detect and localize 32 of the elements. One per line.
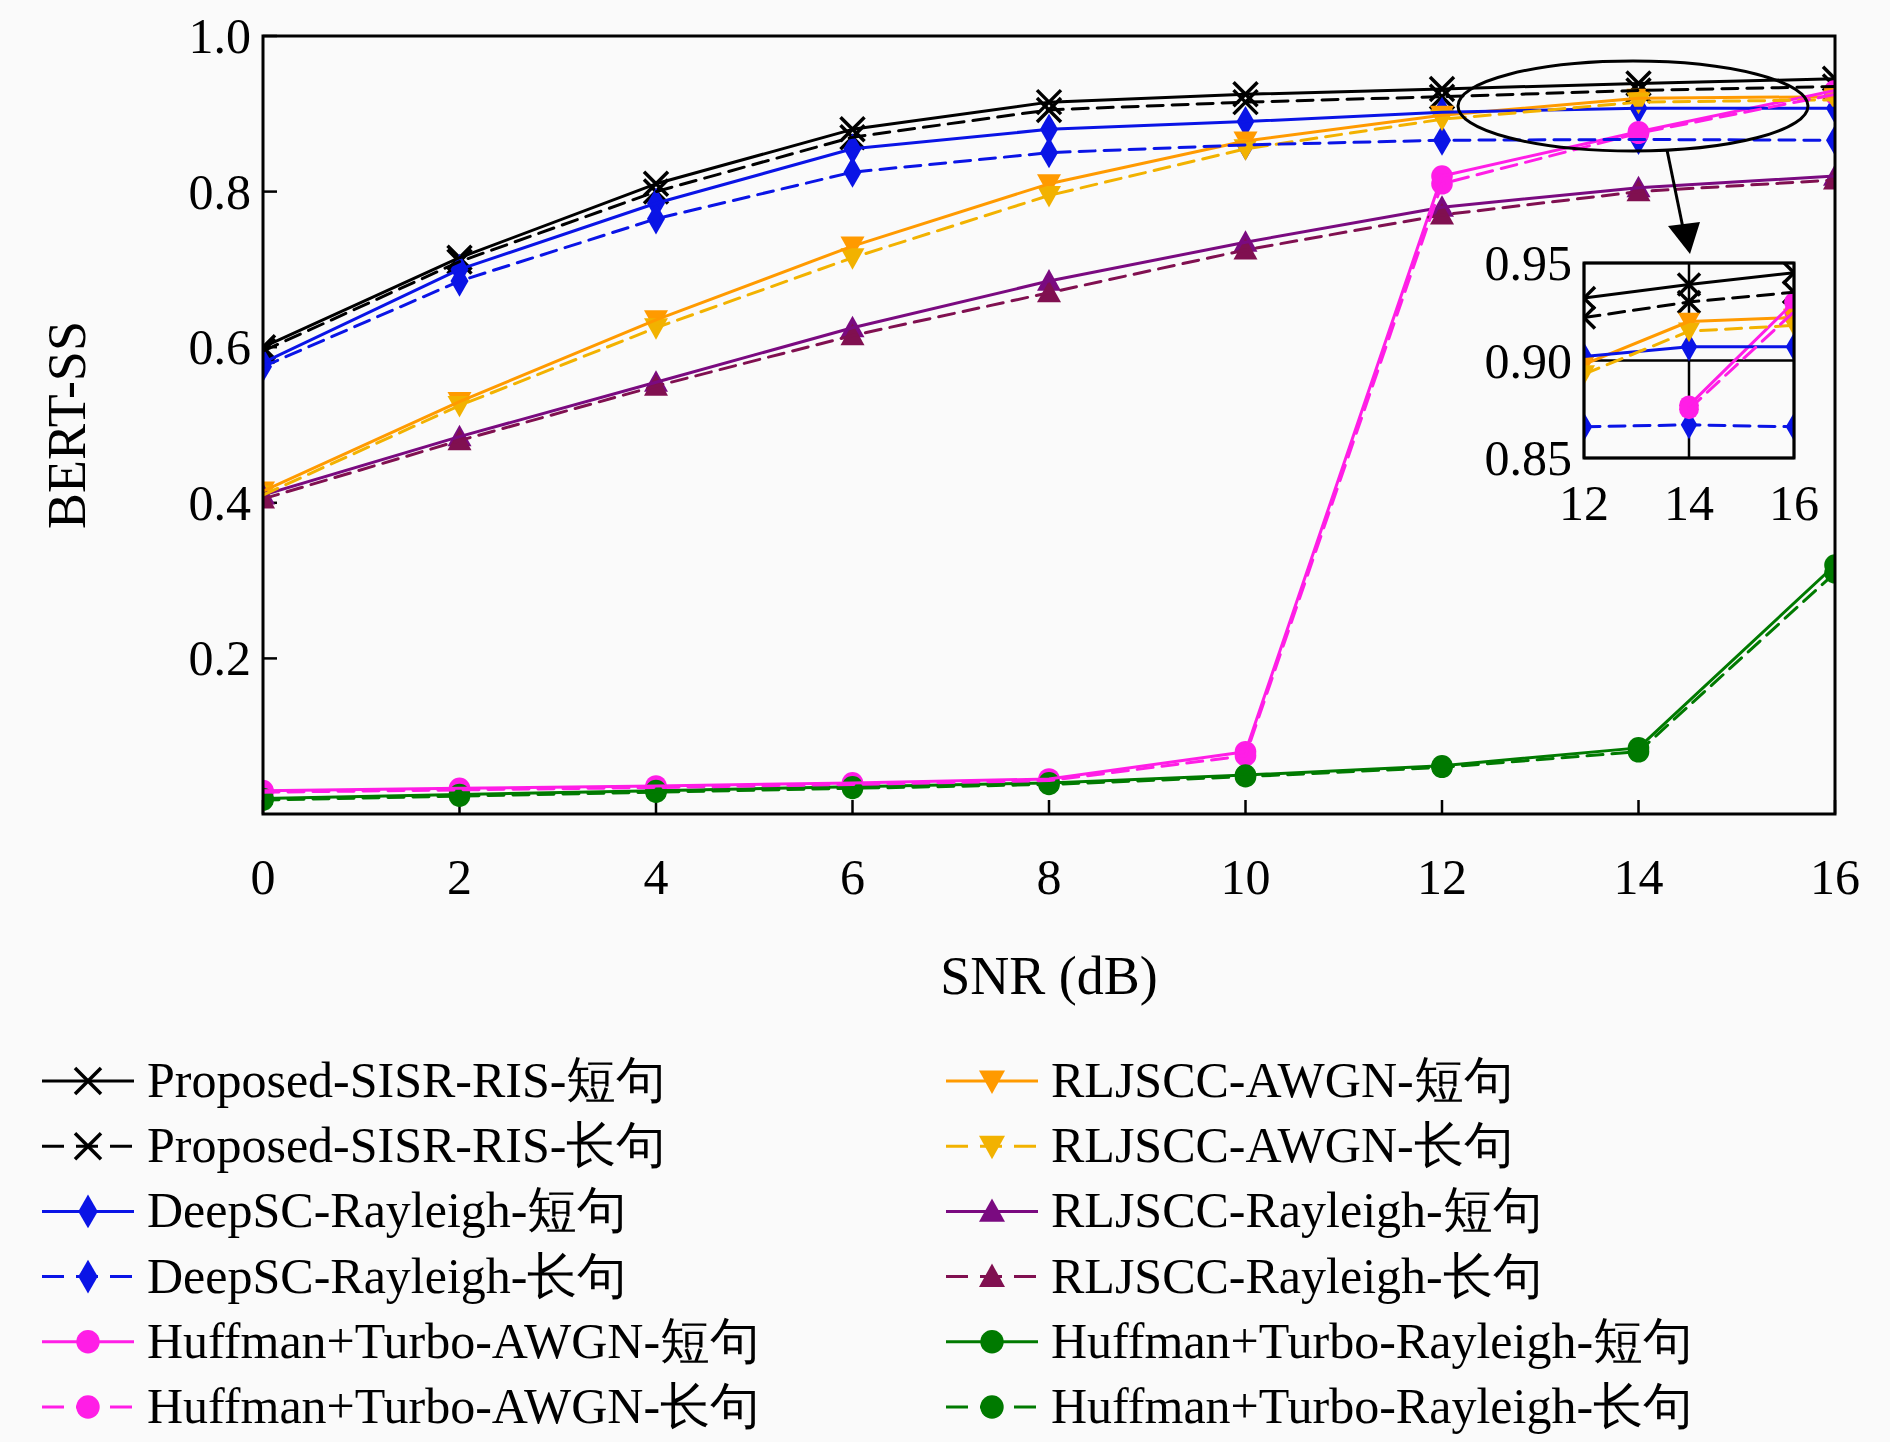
- y-tick-label: 0.90: [1484, 332, 1572, 389]
- x-tick-label: 0: [250, 849, 276, 905]
- legend-label: Proposed-SISR-RIS-长句: [147, 1117, 667, 1174]
- y-tick-label: 1.0: [188, 8, 251, 64]
- legend-label: RLJSCC-Rayleigh-短句: [1051, 1182, 1543, 1239]
- y-tick-label: 0.95: [1484, 235, 1572, 291]
- legend-label: RLJSCC-AWGN-长句: [1051, 1117, 1514, 1174]
- x-tick-label: 6: [840, 849, 865, 905]
- x-tick-label: 4: [643, 849, 669, 905]
- legend-label: Huffman+Turbo-AWGN-短句: [147, 1312, 761, 1369]
- legend-label: Proposed-SISR-RIS-短句: [147, 1052, 667, 1108]
- y-tick-label: 0.8: [188, 163, 251, 220]
- x-tick-label: 14: [1664, 475, 1714, 531]
- x-tick-label: 2: [447, 849, 472, 905]
- x-tick-label: 8: [1036, 849, 1062, 905]
- legend-label: Huffman+Turbo-Rayleigh-长句: [1051, 1378, 1694, 1434]
- y-axis-title: BERT-SS: [37, 321, 97, 529]
- x-tick-label: 16: [1769, 475, 1819, 531]
- x-tick-label: 10: [1220, 849, 1271, 905]
- legend-label: Huffman+Turbo-AWGN-长句: [147, 1378, 761, 1434]
- y-tick-label: 0.4: [188, 474, 251, 531]
- y-tick-label: 0.2: [188, 630, 251, 687]
- legend-label: DeepSC-Rayleigh-长句: [147, 1247, 628, 1304]
- legend-label: DeepSC-Rayleigh-短句: [147, 1182, 628, 1239]
- legend-label: RLJSCC-AWGN-短句: [1051, 1052, 1514, 1108]
- legend-label: Huffman+Turbo-Rayleigh-短句: [1051, 1312, 1694, 1369]
- x-tick-label: 16: [1810, 849, 1860, 905]
- y-tick-label: 0.6: [188, 319, 251, 376]
- x-tick-label: 12: [1417, 849, 1467, 905]
- x-axis-title: SNR (dB): [940, 946, 1158, 1006]
- legend-label: RLJSCC-Rayleigh-长句: [1051, 1247, 1543, 1304]
- x-tick-label: 14: [1613, 849, 1664, 905]
